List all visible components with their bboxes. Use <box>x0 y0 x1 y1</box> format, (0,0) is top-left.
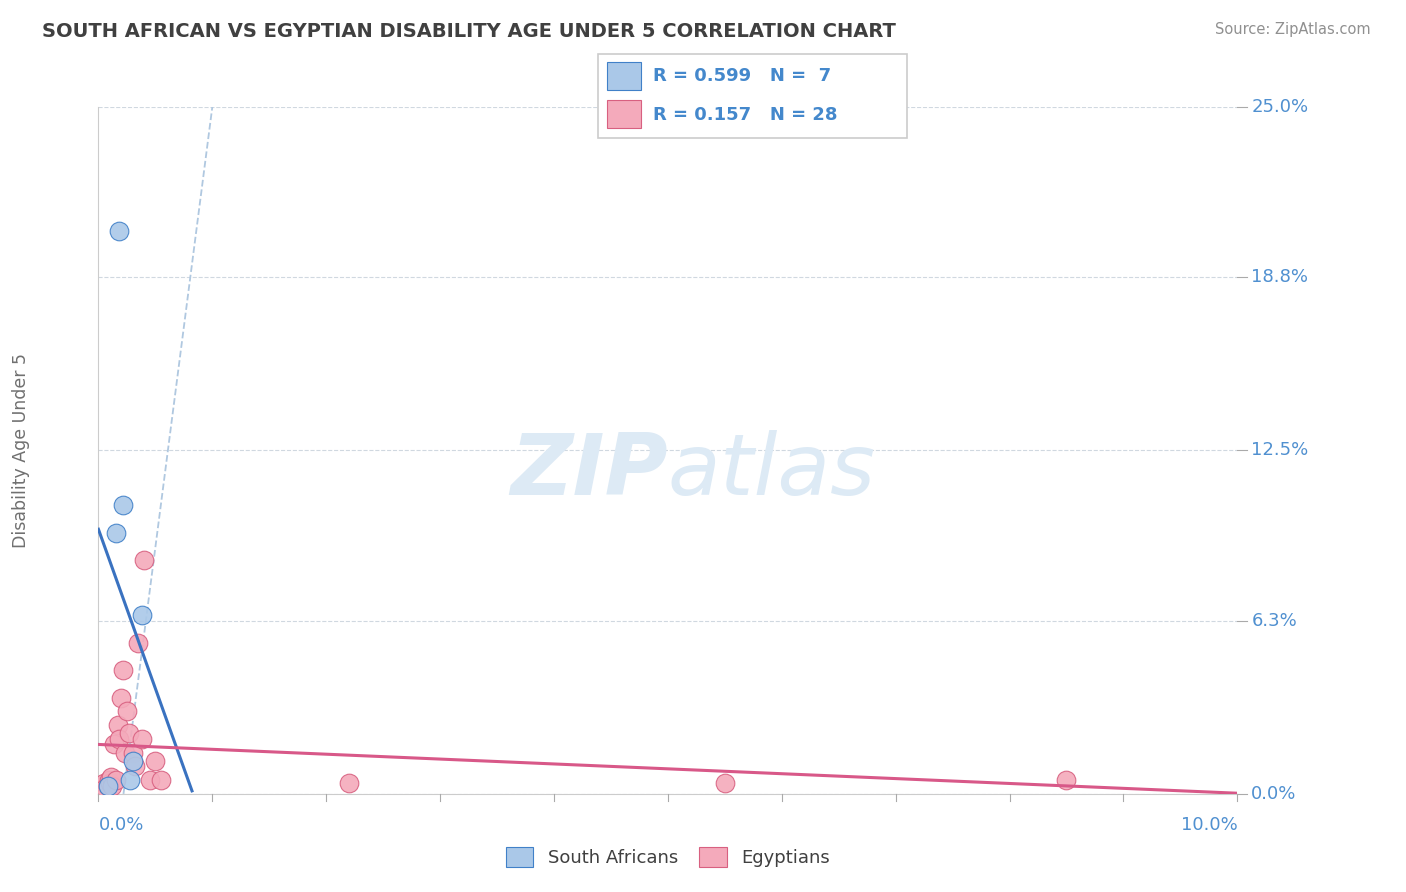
Point <box>90 779 112 793</box>
Point <box>108 224 131 238</box>
Point <box>115 705 138 719</box>
Text: Disability Age Under 5: Disability Age Under 5 <box>13 353 30 548</box>
Text: 18.8%: 18.8% <box>1251 268 1309 286</box>
Point <box>714 776 737 790</box>
Point <box>118 726 141 740</box>
Bar <box>607 100 641 128</box>
Point <box>150 773 173 788</box>
Point <box>138 773 160 788</box>
Text: 0.0%: 0.0% <box>98 816 143 834</box>
Text: 6.3%: 6.3% <box>1251 612 1298 630</box>
Point <box>104 525 127 540</box>
Text: atlas: atlas <box>668 430 876 513</box>
Text: ZIP: ZIP <box>510 430 668 513</box>
Point <box>120 773 142 788</box>
Point <box>127 636 149 650</box>
Point <box>98 776 121 790</box>
Point <box>108 731 131 746</box>
Text: 0.0%: 0.0% <box>1251 785 1296 803</box>
Text: 12.5%: 12.5% <box>1251 442 1309 459</box>
Point <box>103 738 125 752</box>
Point <box>110 690 132 705</box>
Point <box>124 759 146 773</box>
Point <box>96 779 118 793</box>
Text: R = 0.599   N =  7: R = 0.599 N = 7 <box>654 68 831 86</box>
Text: Source: ZipAtlas.com: Source: ZipAtlas.com <box>1215 22 1371 37</box>
Text: R = 0.157   N = 28: R = 0.157 N = 28 <box>654 105 838 123</box>
Point <box>104 773 127 788</box>
Point <box>131 608 153 623</box>
Point <box>112 663 135 677</box>
Point <box>107 718 129 732</box>
Bar <box>607 62 641 90</box>
Text: 25.0%: 25.0% <box>1251 98 1309 116</box>
Point <box>145 754 167 768</box>
Point <box>132 553 155 567</box>
Point <box>93 776 115 790</box>
Point <box>97 773 120 788</box>
Point <box>100 771 122 785</box>
Point <box>114 746 136 760</box>
Point <box>96 779 118 793</box>
Point <box>131 731 153 746</box>
Legend: South Africans, Egyptians: South Africans, Egyptians <box>499 839 837 874</box>
Point <box>121 746 143 760</box>
Point <box>337 776 360 790</box>
FancyBboxPatch shape <box>598 54 907 138</box>
Point <box>121 754 143 768</box>
Point <box>112 499 135 513</box>
Text: 10.0%: 10.0% <box>1181 816 1237 834</box>
Text: SOUTH AFRICAN VS EGYPTIAN DISABILITY AGE UNDER 5 CORRELATION CHART: SOUTH AFRICAN VS EGYPTIAN DISABILITY AGE… <box>42 22 896 41</box>
Point <box>1056 773 1078 788</box>
Point <box>94 781 117 796</box>
Point <box>101 779 124 793</box>
